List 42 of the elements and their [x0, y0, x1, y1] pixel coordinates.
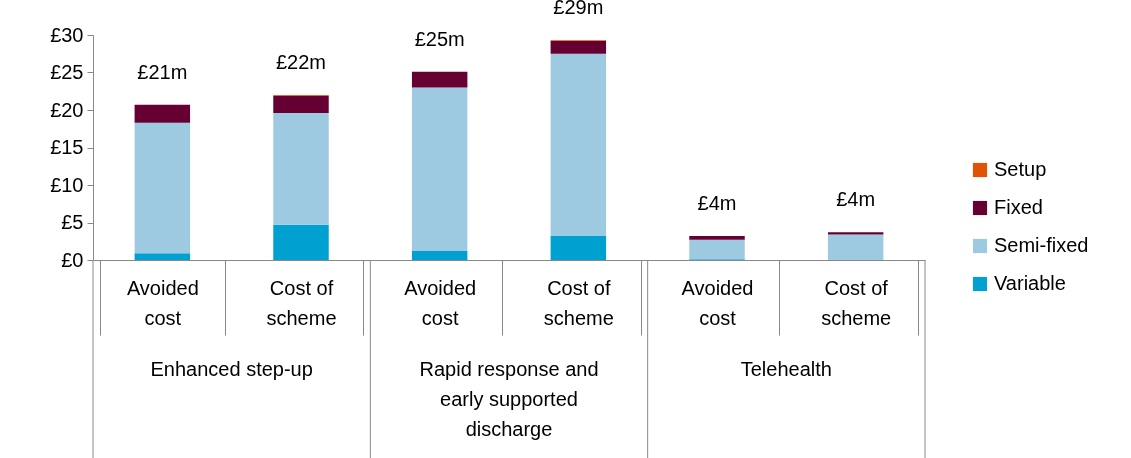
bar — [689, 236, 745, 240]
total-label: £22m — [275, 51, 327, 73]
y-tick-label: £0 — [61, 248, 84, 271]
bar — [411, 71, 468, 88]
bar — [134, 122, 191, 254]
bar — [134, 104, 191, 123]
text: Enhanced step-up — [150, 358, 313, 380]
total-label: £4m — [697, 192, 737, 214]
y-tick-label: £5 — [61, 211, 84, 233]
total-label: £21m — [137, 60, 188, 83]
x-tick-label: Cost of scheme — [543, 276, 614, 329]
bar — [550, 236, 607, 260]
total-label: £29m — [553, 0, 604, 19]
legend-label: Setup — [994, 158, 1047, 180]
legend-label: Variable — [994, 272, 1066, 294]
text: Rapid response and early supported discharge — [419, 358, 599, 440]
bar — [411, 251, 468, 260]
x-tick-label: Cost of scheme — [821, 276, 892, 329]
bar — [689, 239, 745, 260]
x-tick-label: Cost of scheme — [266, 276, 337, 329]
x-tick-label: Avoided cost — [404, 276, 477, 329]
x-tick-label: Avoided cost — [681, 276, 754, 329]
bar — [827, 234, 884, 260]
x-tick-label: Avoided cost — [126, 276, 199, 329]
legend-label: Fixed — [994, 196, 1043, 218]
bar — [134, 253, 191, 260]
bar — [273, 95, 329, 113]
text: Telehealth — [740, 358, 832, 380]
y-tick-label: £25 — [50, 61, 84, 83]
y-tick-label: £10 — [50, 173, 84, 196]
legend-label: Semi-fixed — [994, 234, 1089, 256]
y-tick-label: £15 — [50, 136, 84, 158]
bar — [273, 113, 329, 225]
y-tick-label: £20 — [50, 98, 84, 121]
bar — [827, 232, 884, 235]
bar — [550, 53, 607, 236]
bar — [411, 87, 468, 251]
total-label: £25m — [414, 27, 465, 50]
y-tick-label: £30 — [50, 23, 84, 46]
bar — [550, 41, 607, 54]
bar — [273, 224, 329, 260]
total-label: £4m — [836, 188, 876, 211]
